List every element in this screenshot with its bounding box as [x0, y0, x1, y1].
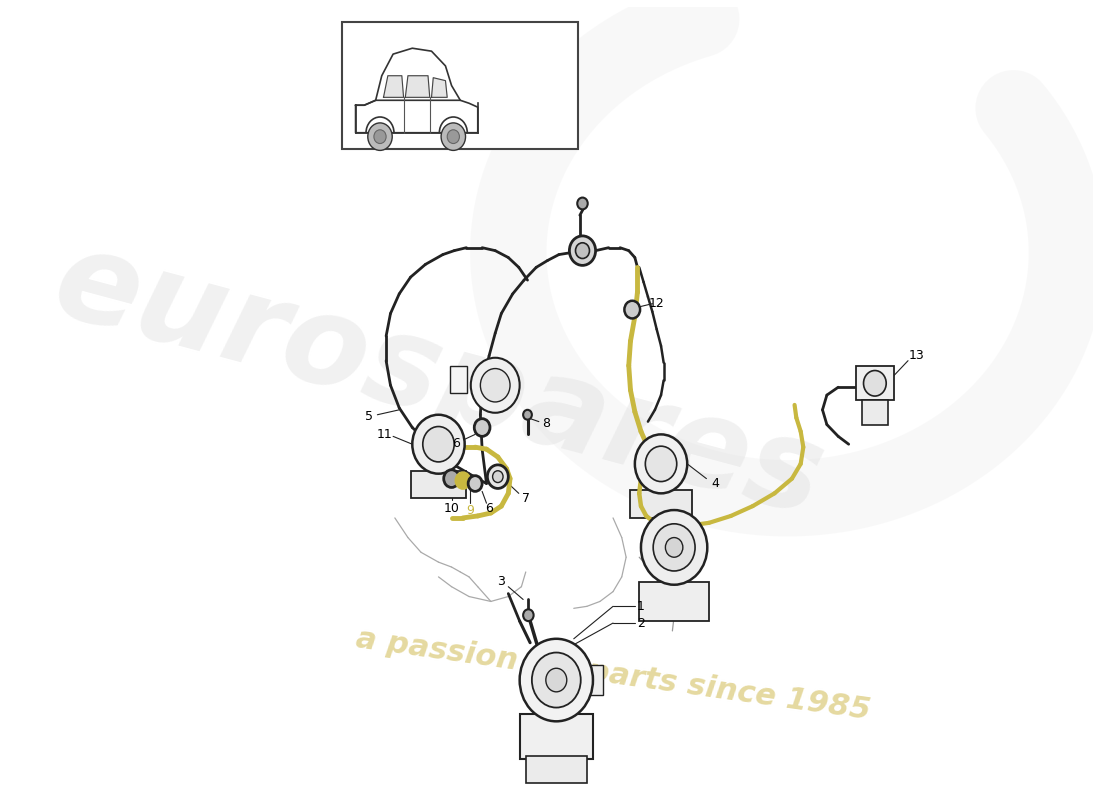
Circle shape	[524, 610, 534, 621]
Text: 12: 12	[649, 298, 664, 310]
Text: 6: 6	[485, 502, 493, 514]
Circle shape	[666, 538, 683, 558]
Circle shape	[448, 130, 460, 143]
Text: 11: 11	[376, 428, 393, 441]
Circle shape	[532, 653, 581, 707]
Text: 4: 4	[712, 477, 719, 490]
Polygon shape	[384, 76, 404, 98]
Text: 5: 5	[365, 410, 373, 423]
Circle shape	[412, 414, 464, 474]
Text: 10: 10	[443, 502, 460, 514]
Circle shape	[481, 369, 510, 402]
Bar	[861, 400, 888, 425]
Circle shape	[487, 465, 508, 489]
Polygon shape	[431, 78, 448, 98]
Bar	[410, 470, 466, 498]
Circle shape	[455, 473, 470, 489]
Text: 3: 3	[497, 575, 505, 588]
Text: 1: 1	[637, 600, 645, 613]
Bar	[526, 756, 587, 783]
Circle shape	[519, 638, 593, 722]
Bar	[856, 366, 894, 400]
Text: 6: 6	[452, 437, 460, 450]
Circle shape	[374, 130, 386, 143]
Bar	[630, 490, 692, 518]
Bar	[450, 366, 468, 393]
Circle shape	[493, 470, 503, 482]
Text: 7: 7	[521, 492, 530, 505]
Circle shape	[474, 418, 490, 436]
Text: 2: 2	[637, 617, 645, 630]
Circle shape	[625, 301, 640, 318]
Circle shape	[422, 426, 454, 462]
Circle shape	[471, 358, 519, 413]
Text: 13: 13	[909, 350, 925, 362]
Circle shape	[570, 236, 595, 266]
Polygon shape	[405, 76, 430, 98]
Circle shape	[578, 198, 587, 210]
Circle shape	[469, 476, 482, 491]
Bar	[342, 22, 579, 150]
Circle shape	[441, 123, 465, 150]
Circle shape	[575, 242, 590, 258]
Circle shape	[646, 446, 676, 482]
Circle shape	[641, 510, 707, 585]
Circle shape	[864, 370, 887, 396]
Circle shape	[524, 410, 532, 420]
Bar	[519, 714, 593, 758]
Text: a passion for parts since 1985: a passion for parts since 1985	[354, 625, 872, 726]
Circle shape	[635, 434, 688, 494]
Circle shape	[653, 524, 695, 571]
Bar	[639, 582, 710, 621]
Text: eurospares: eurospares	[41, 220, 836, 541]
Text: 8: 8	[542, 417, 550, 430]
Circle shape	[443, 470, 460, 487]
Circle shape	[367, 123, 393, 150]
Circle shape	[546, 668, 566, 692]
Text: 9: 9	[466, 503, 474, 517]
Bar	[581, 666, 603, 694]
